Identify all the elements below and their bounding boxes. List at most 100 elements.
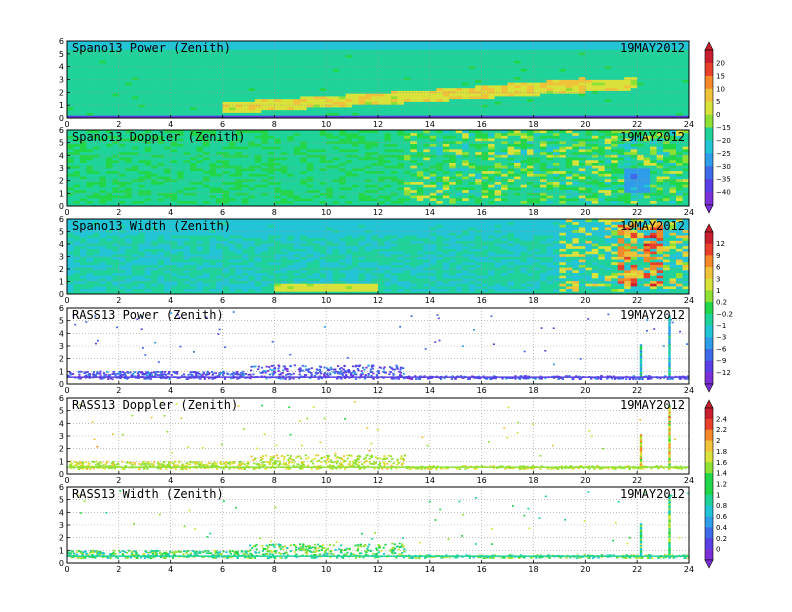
heatmap-cell	[397, 104, 405, 108]
heatmap-cell	[216, 173, 223, 177]
heatmap-cell	[261, 173, 269, 177]
heatmap-cell	[203, 138, 210, 142]
heatmap-cell	[332, 90, 340, 94]
heatmap-cell	[436, 60, 444, 64]
heatmap-cell	[235, 192, 243, 196]
heatmap-cell	[643, 63, 651, 67]
heatmap-cell	[475, 82, 483, 86]
heatmap-cell	[468, 151, 476, 155]
heatmap-cell	[676, 49, 683, 53]
heatmap-cell	[287, 151, 295, 155]
heatmap-cell	[365, 109, 372, 113]
heatmap-cell	[559, 46, 567, 50]
heatmap-cell	[339, 52, 347, 56]
heatmap-cell	[656, 63, 664, 67]
heatmap-cell	[514, 151, 521, 155]
heatmap-cell	[494, 154, 502, 158]
heatmap-cell	[475, 203, 483, 207]
heatmap-cell	[488, 93, 496, 97]
heatmap-cell	[326, 195, 334, 199]
heatmap-cell	[591, 60, 599, 64]
heatmap-cell	[397, 93, 405, 97]
heatmap-cell	[248, 96, 256, 100]
heatmap-cell	[397, 98, 405, 102]
heatmap-cell	[241, 90, 249, 94]
heatmap-cell	[410, 140, 418, 144]
heatmap-cell	[67, 68, 74, 72]
heatmap-cell	[144, 151, 152, 155]
heatmap-cell	[390, 189, 398, 193]
heatmap-cell	[326, 112, 334, 116]
heatmap-cell	[475, 109, 483, 113]
heatmap-cell	[151, 107, 159, 111]
heatmap-cell	[643, 68, 651, 72]
heatmap-cell	[216, 195, 223, 199]
heatmap-cell	[345, 149, 353, 153]
heatmap-cell	[300, 54, 308, 58]
heatmap-cell	[591, 41, 599, 45]
heatmap-cell	[261, 107, 269, 111]
heatmap-cell	[436, 192, 444, 196]
heatmap-cell	[624, 90, 632, 94]
heatmap-cell	[423, 146, 431, 150]
heatmap-cell	[403, 138, 411, 142]
heatmap-cell	[267, 43, 275, 47]
heatmap-cell	[682, 71, 690, 75]
heatmap-cell	[170, 112, 178, 116]
heatmap-cell	[403, 43, 411, 47]
heatmap-cell	[378, 112, 385, 116]
heatmap-cell	[300, 74, 308, 78]
heatmap-cell	[371, 151, 379, 155]
heatmap-cell	[488, 46, 496, 50]
heatmap-cell	[125, 74, 133, 78]
heatmap-cell	[663, 112, 670, 116]
heatmap-cell	[274, 130, 282, 134]
heatmap-cell	[410, 149, 418, 153]
heatmap-cell	[501, 151, 508, 155]
heatmap-cell	[261, 165, 269, 169]
heatmap-cell	[403, 130, 411, 134]
panel-date: 19MAY2012	[620, 41, 685, 55]
heatmap-cell	[144, 138, 152, 142]
heatmap-cell	[73, 101, 81, 105]
heatmap-cell	[455, 52, 463, 56]
heatmap-cell	[67, 173, 74, 177]
heatmap-cell	[164, 151, 172, 155]
heatmap-cell	[196, 107, 204, 111]
heatmap-cell	[222, 54, 230, 58]
heatmap-cell	[475, 98, 483, 102]
heatmap-cell	[436, 82, 444, 86]
heatmap-cell	[539, 79, 547, 83]
heatmap-cell	[514, 109, 521, 113]
heatmap-cell	[520, 96, 528, 100]
heatmap-cell	[637, 54, 645, 58]
heatmap-cell	[235, 173, 243, 177]
heatmap-cell	[455, 63, 463, 67]
heatmap-cell	[591, 96, 599, 100]
heatmap-cell	[170, 170, 178, 174]
heatmap-cell	[481, 178, 489, 182]
heatmap-cell	[514, 170, 521, 174]
heatmap-cell	[578, 90, 586, 94]
heatmap-cell	[539, 109, 547, 113]
heatmap-cell	[138, 46, 146, 50]
heatmap-cell	[131, 140, 139, 144]
heatmap-cell	[319, 87, 327, 91]
heatmap-cell	[455, 82, 463, 86]
heatmap-cell	[527, 82, 534, 86]
heatmap-cell	[481, 101, 489, 105]
heatmap-cell	[449, 138, 457, 142]
heatmap-cell	[306, 135, 314, 139]
heatmap-cell	[261, 46, 269, 50]
heatmap-cell	[313, 195, 321, 199]
heatmap-cell	[99, 173, 107, 177]
heatmap-cell	[345, 85, 353, 89]
heatmap-cell	[514, 138, 521, 142]
heatmap-cell	[598, 101, 606, 105]
heatmap-cell	[118, 181, 126, 185]
heatmap-cell	[565, 107, 573, 111]
heatmap-cell	[436, 112, 444, 116]
heatmap-cell	[261, 49, 269, 53]
heatmap-cell	[533, 76, 541, 80]
heatmap-cell	[293, 154, 301, 158]
